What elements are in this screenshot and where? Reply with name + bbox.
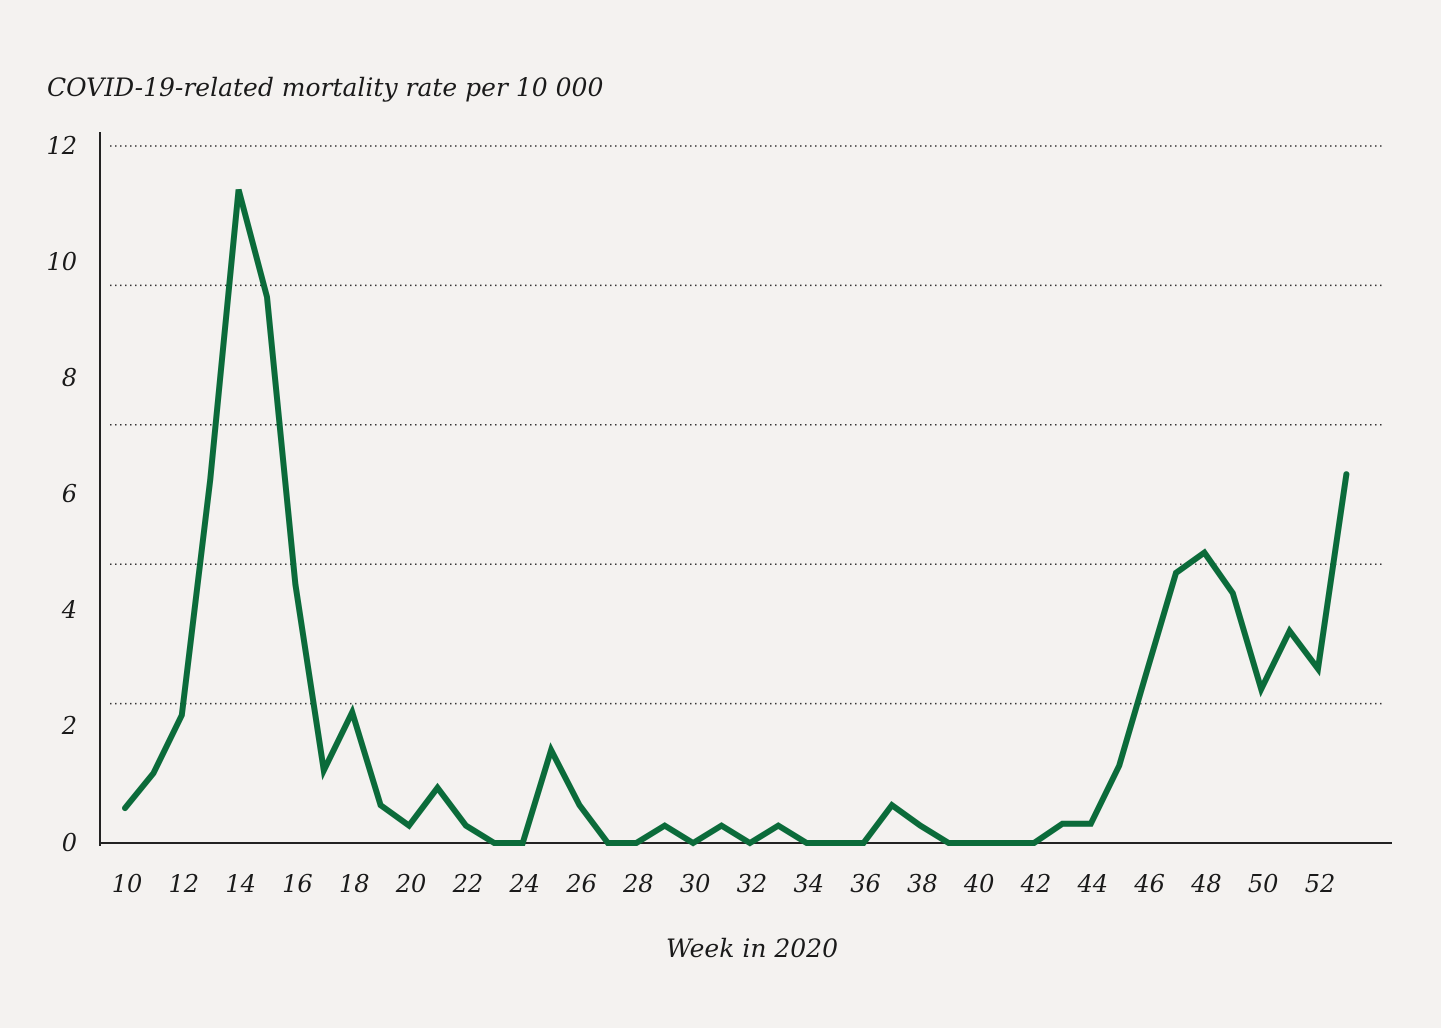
x-tick-label: 36 <box>850 870 881 898</box>
x-axis-title: Week in 2020 <box>666 934 838 963</box>
x-tick-label: 44 <box>1076 870 1108 898</box>
y-tick-label: 6 <box>62 480 77 508</box>
x-tick-label: 30 <box>680 870 711 898</box>
y-tick-label: 0 <box>62 829 77 857</box>
x-tick-label: 12 <box>169 870 200 898</box>
x-tick-label: 28 <box>622 870 654 898</box>
x-tick-label: 26 <box>565 870 597 898</box>
x-tick-label: 16 <box>282 870 313 898</box>
x-tick-label: 52 <box>1305 870 1336 898</box>
x-tick-label: 20 <box>395 870 427 898</box>
x-tick-label: 46 <box>1133 870 1165 898</box>
x-tick-label: 48 <box>1190 870 1222 898</box>
x-tick-label: 42 <box>1020 870 1052 898</box>
x-tick-label: 22 <box>452 870 484 898</box>
series-line <box>122 188 1350 847</box>
x-tick-label: 50 <box>1248 870 1279 898</box>
y-tick-label: 4 <box>61 596 77 624</box>
y-axis-title: COVID-19-related mortality rate per 10 0… <box>47 73 603 102</box>
y-tick-label: 2 <box>61 712 77 740</box>
x-tick-label: 24 <box>508 870 540 898</box>
y-tick-label: 10 <box>46 248 77 276</box>
x-tick-label: 32 <box>737 870 768 898</box>
x-tick-label: 38 <box>907 870 938 898</box>
x-tick-label: 10 <box>112 870 143 898</box>
x-tick-label: 18 <box>339 870 370 898</box>
y-tick-label: 8 <box>62 364 77 392</box>
x-tick-label: 14 <box>225 870 256 898</box>
y-tick-label: 12 <box>46 132 77 160</box>
x-tick-label: 34 <box>793 870 824 898</box>
x-tick-label: 40 <box>963 870 995 898</box>
